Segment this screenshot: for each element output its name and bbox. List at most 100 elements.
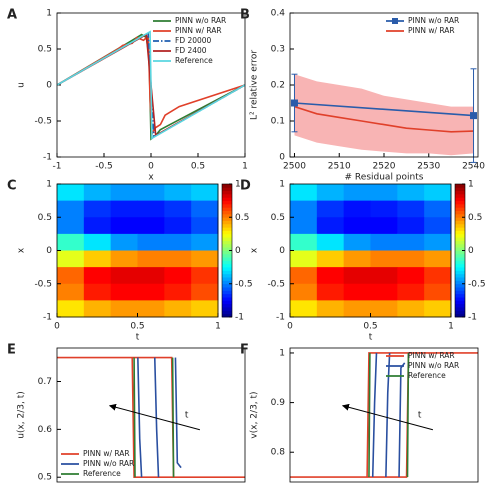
colorbar-slice <box>222 287 232 291</box>
heat-cell <box>137 250 165 268</box>
heat-cell <box>424 267 452 285</box>
y-tick-label: 1 <box>46 9 52 19</box>
colorbar-slice <box>222 240 232 245</box>
heat-cell <box>424 200 452 218</box>
legend-label: Reference <box>175 56 213 65</box>
colorbar-slice <box>455 290 465 295</box>
heat-cell <box>83 233 112 251</box>
series-line <box>137 357 182 478</box>
heat-cell <box>110 267 138 285</box>
series-line <box>368 352 410 478</box>
heat-cell <box>137 200 165 218</box>
heat-cell <box>137 217 165 235</box>
colorbar-slice <box>222 263 232 268</box>
y-tick-label: 0.5 <box>38 473 52 483</box>
colorbar-slice <box>455 237 465 241</box>
x-tick-label: 2510 <box>328 162 351 172</box>
colorbar-slice <box>222 230 232 235</box>
panel-label: C <box>7 179 17 194</box>
x-tick-label: 0 <box>287 322 293 332</box>
colorbar-slice <box>455 310 465 315</box>
heat-cell <box>191 250 219 268</box>
heat-cell <box>343 283 371 301</box>
colorbar-slice <box>455 247 465 251</box>
colorbar-slice <box>222 237 232 241</box>
colorbar-slice <box>222 273 232 278</box>
colorbar-slice <box>455 297 465 301</box>
heat-cell <box>343 250 371 268</box>
colorbar-tick-label: 0.5 <box>468 213 482 223</box>
plot-frame <box>289 347 479 483</box>
heat-cell <box>110 283 138 301</box>
heat-cell <box>370 200 398 218</box>
panel-label: A <box>7 8 17 23</box>
heat-cell <box>370 283 398 301</box>
colorbar-slice <box>455 273 465 278</box>
colorbar-slice <box>455 250 465 255</box>
y-axis-label: u <box>17 82 27 88</box>
plot-area <box>290 352 478 478</box>
panel-label: B <box>240 8 250 23</box>
x-tick-label: -0.5 <box>95 162 113 172</box>
colorbar-slice <box>222 297 232 301</box>
heat-cell <box>424 283 452 301</box>
colorbar-slice <box>455 200 465 205</box>
colorbar-slice <box>222 283 232 288</box>
plot-frame <box>289 183 452 318</box>
y-tick-label: 0 <box>279 153 285 163</box>
heat-cell <box>83 300 112 318</box>
heat-cell <box>316 233 345 251</box>
heat-cell <box>424 300 452 318</box>
y-tick-label: -0.5 <box>267 279 285 289</box>
series-line <box>294 102 474 117</box>
series-line <box>290 352 478 478</box>
colorbar-slice <box>222 293 232 298</box>
y-tick-label: 0.5 <box>271 213 285 223</box>
colorbar-slice <box>455 240 465 245</box>
colorbar-slice <box>222 213 232 218</box>
heat-cell <box>57 200 85 218</box>
colorbar-slice <box>455 303 465 308</box>
colorbar-tick-label: -0.5 <box>235 279 253 289</box>
plot-frame <box>56 12 246 158</box>
legend-label: Reference <box>408 371 446 380</box>
y-axis-label: L² relative error <box>250 50 260 120</box>
heat-cell <box>343 233 371 251</box>
heat-cell <box>191 267 219 285</box>
colorbar-tick-label: 1 <box>468 180 474 190</box>
heat-cell <box>191 283 219 301</box>
y-tick-label: 0.1 <box>271 117 285 127</box>
heat-cell <box>137 184 165 202</box>
marker <box>290 99 298 107</box>
heat-cell <box>57 267 85 285</box>
legend-label: PINN w/ RAR <box>408 26 455 35</box>
x-tick-label: 1 <box>448 322 454 332</box>
colorbar-slice <box>222 220 232 225</box>
y-tick-label: 0 <box>279 246 285 256</box>
colorbar-slice <box>455 253 465 258</box>
heat-cell <box>370 233 398 251</box>
heat-cell <box>397 200 425 218</box>
colorbar-slice <box>222 203 232 208</box>
colorbar-slice <box>455 260 465 265</box>
heat-cell <box>290 250 318 268</box>
x-tick-label: -1 <box>53 162 62 172</box>
plot-area <box>57 356 245 479</box>
y-tick-label: 1 <box>46 180 52 190</box>
colorbar-slice <box>222 190 232 195</box>
colorbar-slice <box>222 193 232 198</box>
y-axis-label: x <box>17 247 27 253</box>
x-tick-label: 2500 <box>283 162 306 172</box>
legend-label: FD 2400 <box>175 46 207 55</box>
y-tick-label: 1 <box>279 348 285 358</box>
x-axis-label: x <box>148 173 154 183</box>
heat-cell <box>343 217 371 235</box>
heat-cell <box>424 250 452 268</box>
heat-cell <box>370 184 398 202</box>
colorbar-tick-label: 0.5 <box>235 213 249 223</box>
heat-cell <box>191 300 219 318</box>
colorbar-slice <box>455 223 465 228</box>
legend-label: FD 20000 <box>175 36 212 45</box>
colorbar-slice <box>455 187 465 192</box>
